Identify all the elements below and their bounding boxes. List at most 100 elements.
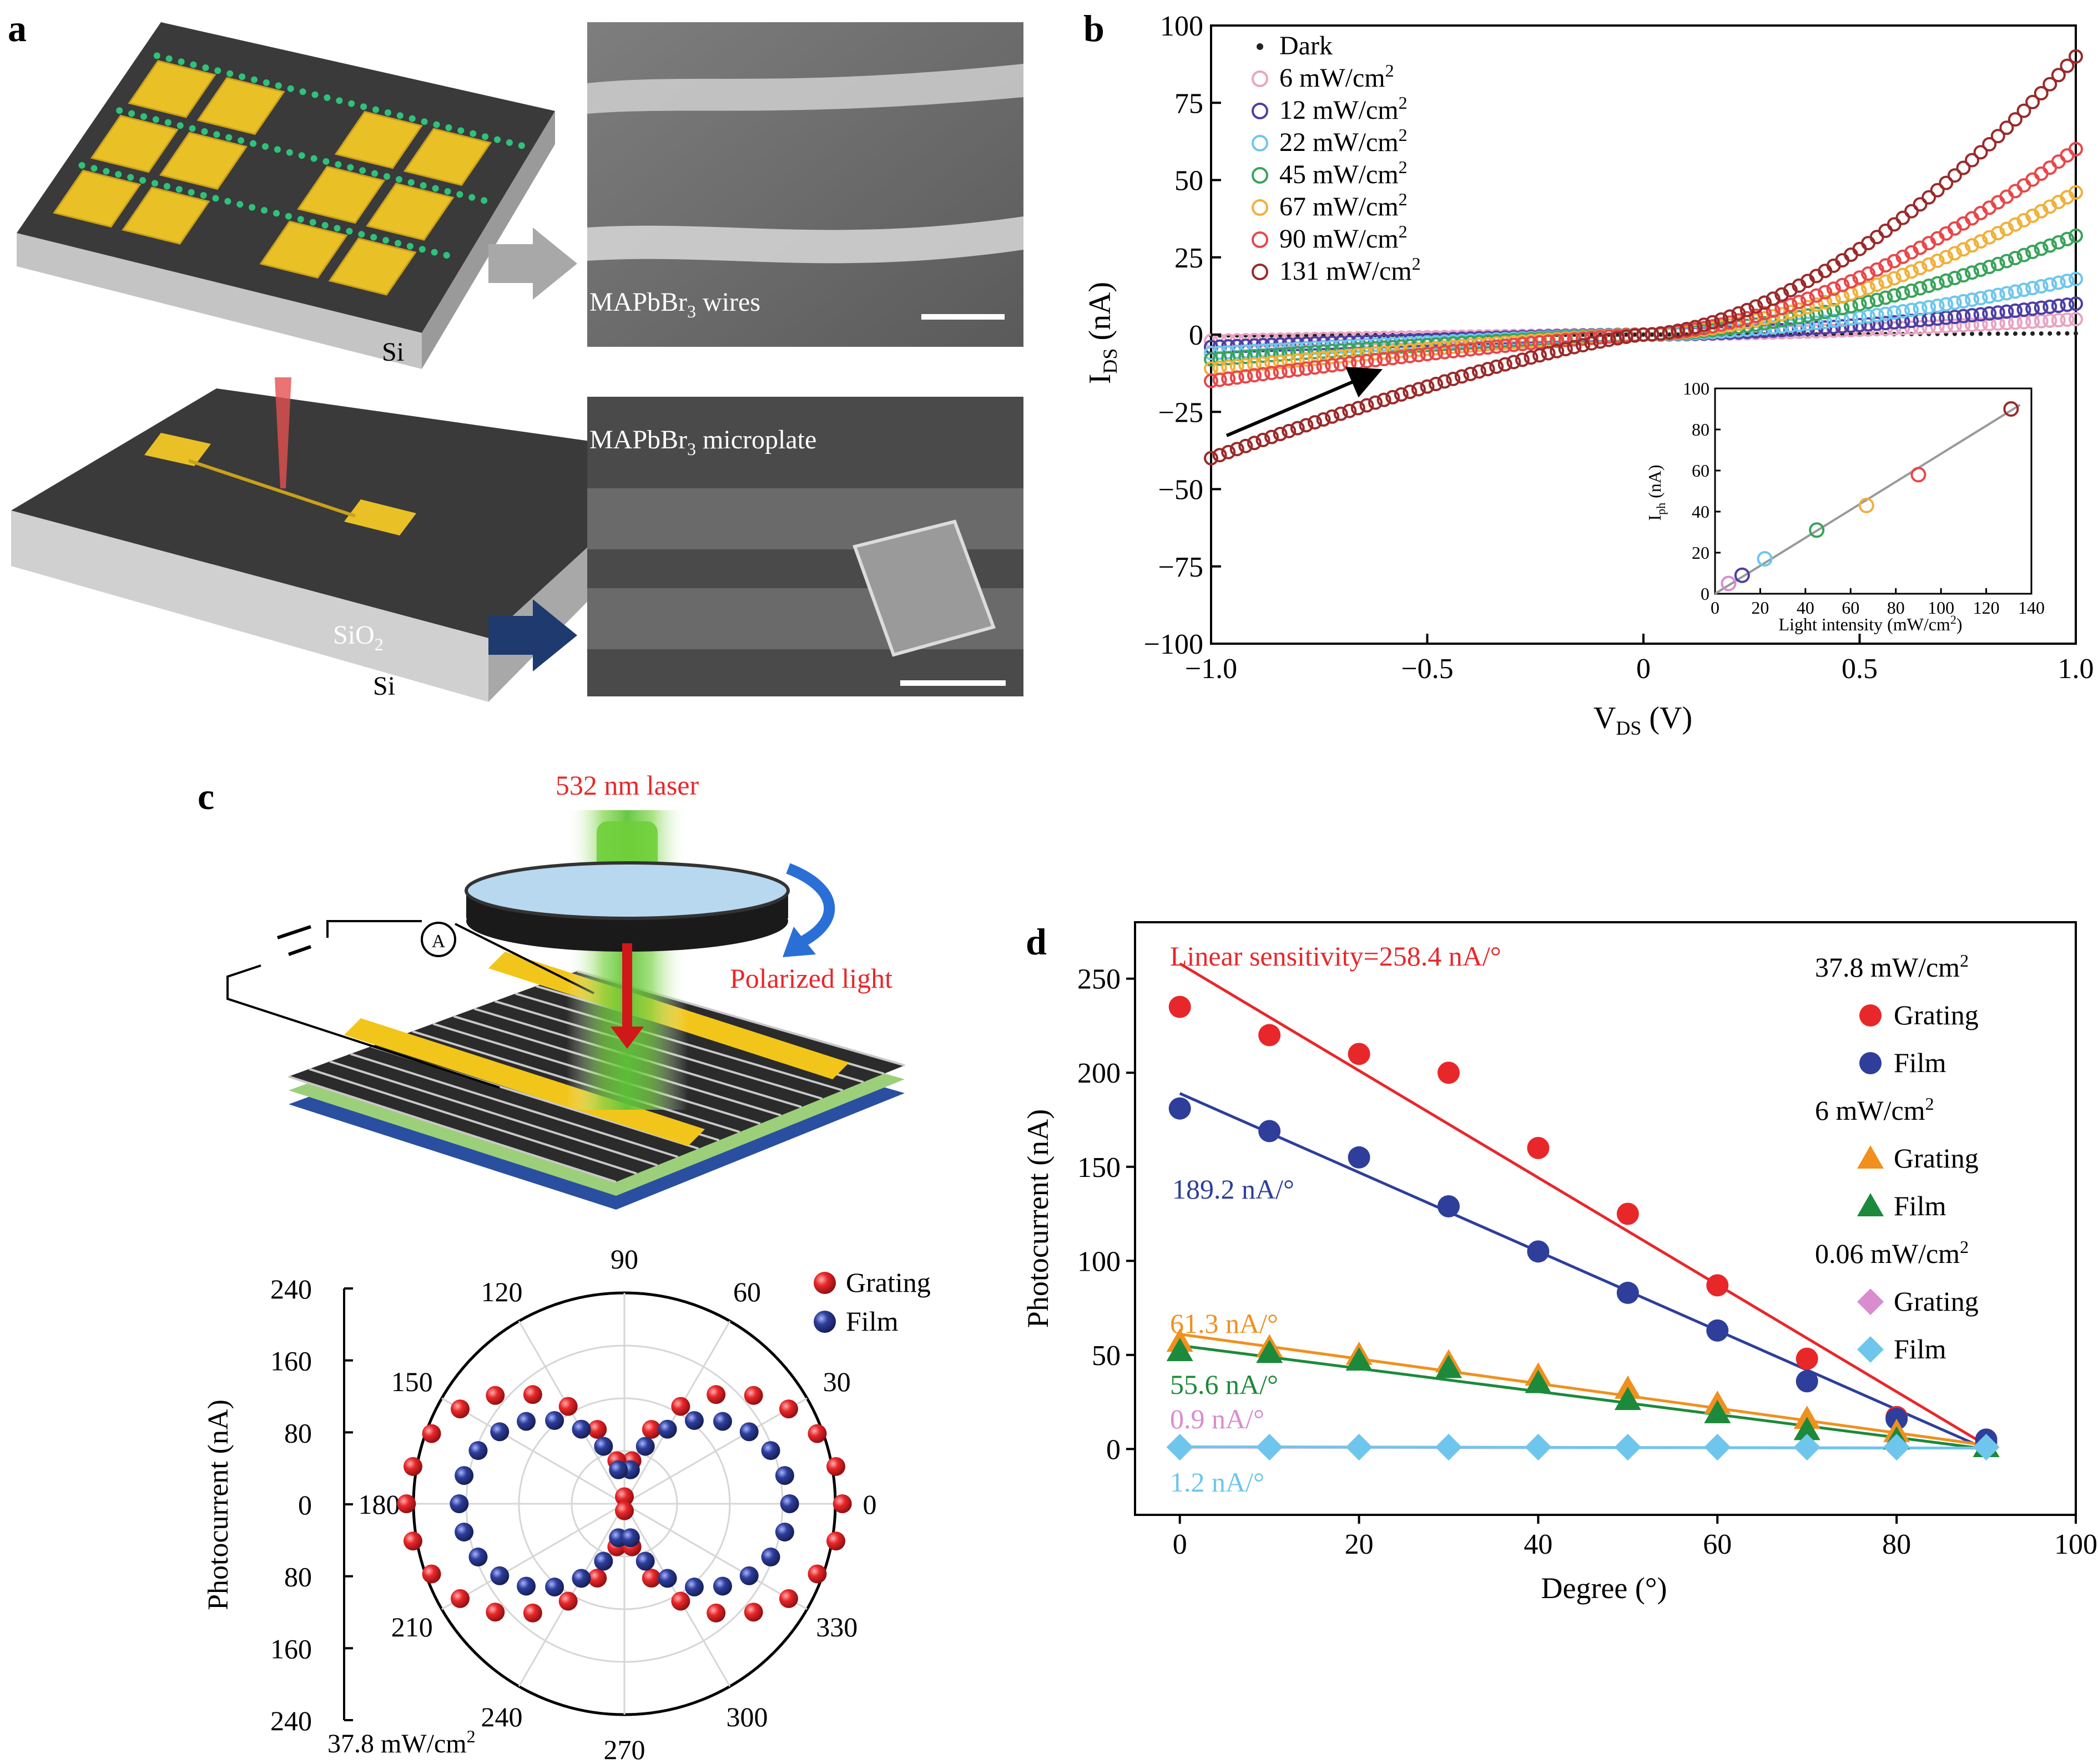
- dark-point: [1632, 332, 1637, 337]
- wire-bead: [299, 88, 306, 95]
- iv-point: [1671, 324, 1686, 338]
- film-point: [636, 1437, 655, 1456]
- iv-point: [1869, 292, 1884, 307]
- y-tick-label: −25: [1158, 397, 1203, 428]
- iv-point: [1264, 355, 1279, 370]
- iv-point: [1869, 277, 1884, 292]
- iv-point: [1904, 314, 1919, 328]
- grating-point: [833, 1494, 852, 1513]
- legend-sup: 2: [1385, 60, 1394, 80]
- wire-bead: [322, 158, 330, 165]
- grating-point: [779, 1399, 798, 1419]
- iv-point: [2034, 241, 2049, 256]
- film-point: [658, 1419, 677, 1439]
- iv-point: [1930, 253, 1945, 268]
- y-tick-label: 75: [1174, 88, 1203, 119]
- iv-point: [1939, 297, 1954, 312]
- data-point: [1527, 1240, 1550, 1263]
- dark-point: [2056, 331, 2061, 336]
- grating-point: [451, 1589, 470, 1608]
- y-tick-label: 0: [1106, 1434, 1121, 1465]
- iv-point: [1697, 317, 1712, 332]
- gold-pad: [196, 77, 285, 135]
- panel-d-ylabel: Photocurrent (nA): [1021, 1109, 1055, 1328]
- iv-point: [1558, 342, 1573, 357]
- grating-point: [403, 1457, 422, 1476]
- wire-bead: [263, 79, 270, 86]
- iv-point: [1757, 306, 1772, 321]
- iv-point: [1350, 401, 1365, 416]
- iv-point: [1869, 262, 1884, 277]
- iv-point: [1653, 326, 1668, 341]
- iv-point: [2051, 299, 2066, 314]
- iv-point: [2034, 314, 2049, 328]
- legend-marker: [1859, 1004, 1882, 1027]
- iv-point: [1429, 346, 1444, 361]
- polar-angle-label: 150: [391, 1366, 433, 1397]
- iv-point: [1567, 340, 1582, 355]
- iv-point: [1359, 398, 1374, 413]
- x-tick-label: 100: [2054, 1529, 2097, 1560]
- y-tick-label: 50: [1174, 165, 1203, 197]
- iv-point: [1774, 307, 1789, 322]
- panel-d-axes: 0 20 40 60 80 100 0 50 100 150 200 250: [1077, 964, 2097, 1560]
- wire-bead: [347, 164, 354, 171]
- film-point: [658, 1569, 677, 1588]
- legend-marker: [1857, 1336, 1884, 1363]
- iv-point: [1852, 270, 1867, 285]
- wire-bead: [90, 165, 98, 172]
- dark-point: [2065, 331, 2070, 336]
- sem-wires-label: MAPbBr3 wires: [589, 287, 760, 321]
- iv-point: [1826, 302, 1841, 317]
- iv-point: [1973, 291, 1988, 306]
- iv-point: [1550, 333, 1565, 348]
- wire-bead: [468, 194, 476, 201]
- iv-point: [1895, 314, 1910, 329]
- iv-point: [1247, 357, 1262, 372]
- data-point: [1706, 1274, 1729, 1297]
- iv-point: [1999, 304, 2014, 319]
- iv-point: [1376, 392, 1391, 407]
- data-point: [1258, 1024, 1281, 1047]
- iv-point: [1939, 250, 1954, 265]
- iv-point: [1333, 406, 1348, 421]
- panel-d-letter: d: [1026, 921, 1047, 963]
- grating-point: [744, 1386, 763, 1405]
- legend-marker: [1252, 231, 1268, 248]
- wire-bead: [457, 127, 465, 134]
- wire-bead: [456, 191, 463, 198]
- iv-point: [2069, 141, 2083, 156]
- wire-bead: [128, 110, 135, 117]
- grating-point: [707, 1603, 726, 1623]
- data-point: [1706, 1319, 1729, 1342]
- data-point: [1883, 1433, 1910, 1460]
- legend-marker: [1857, 1193, 1884, 1216]
- iv-point: [1861, 295, 1876, 310]
- film-point: [468, 1547, 488, 1566]
- grating-point: [808, 1424, 827, 1443]
- iv-point: [1471, 364, 1486, 379]
- iv-point: [1645, 327, 1660, 342]
- iv-point: [1930, 183, 1945, 198]
- iv-point: [2025, 172, 2040, 187]
- dark-point: [2039, 331, 2044, 336]
- iv-point: [2069, 185, 2083, 200]
- iv-point: [1895, 286, 1910, 301]
- legend-marker: [1252, 199, 1268, 216]
- annotation-lightblue: 1.2 nA/°: [1170, 1467, 1264, 1498]
- wire-bead: [431, 249, 438, 256]
- wire-bead: [482, 133, 489, 140]
- inset-x-tick-label: 20: [1751, 598, 1769, 618]
- wire-bead: [481, 197, 488, 204]
- iv-point: [1454, 369, 1469, 384]
- iv-point: [2025, 281, 2040, 296]
- radial-tick-label: 80: [284, 1417, 312, 1448]
- iv-point: [1411, 347, 1426, 362]
- iv-point: [1982, 306, 1997, 321]
- iv-point: [1204, 352, 1218, 367]
- legend-label: 90 mW/cm2: [1279, 221, 1408, 254]
- iv-point: [1990, 305, 2005, 320]
- legend-label: Film: [1894, 1190, 1946, 1221]
- wire-bead: [287, 85, 294, 92]
- legend-label: Grating: [846, 1267, 931, 1298]
